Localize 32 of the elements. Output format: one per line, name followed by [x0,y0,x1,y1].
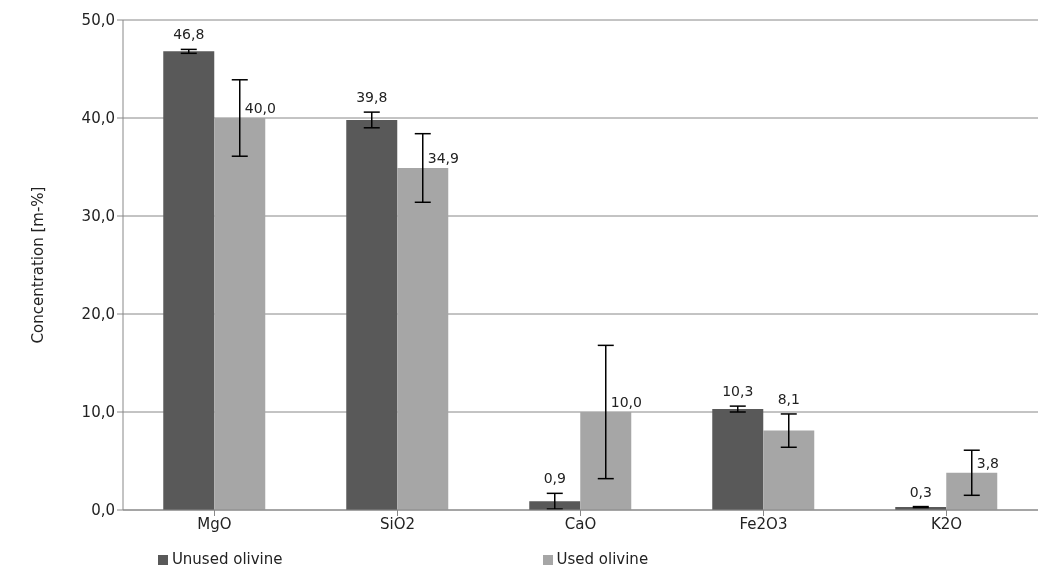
data-label: 8,1 [777,390,800,407]
bar [946,472,998,510]
x-tick-label: MgO [197,514,232,533]
y-tick-label: 20,0 [81,305,115,324]
data-label: 10,3 [722,383,754,400]
y-axis-title: Concentration [m-%] [29,186,48,344]
x-tick-label: K2O [930,514,963,533]
data-label: 34,9 [427,149,459,166]
y-tick-label: 0,0 [91,501,115,520]
y-tick-label: 10,0 [81,403,115,422]
data-label: 39,8 [356,89,388,106]
data-label: 40,0 [244,100,276,116]
y-tick-label: 40,0 [81,109,115,128]
bar [346,119,398,510]
y-tick-label: 30,0 [81,207,115,226]
bar [397,167,449,510]
bar [214,118,266,510]
data-label: 10,0 [610,394,642,410]
legend-label: Unused olivine [171,550,283,568]
bar [763,430,815,510]
x-tick-label: CaO [564,514,597,533]
data-label: 0,9 [543,470,566,487]
legend-label: Used olivine [556,550,649,568]
x-tick-label: SiO2 [379,514,416,533]
data-label: 0,3 [909,483,932,500]
x-tick-label: Fe2O3 [739,514,788,533]
data-label: 46,8 [173,26,205,43]
y-tick-label: 50,0 [81,11,115,30]
bar [580,412,632,510]
data-label: 3,8 [976,454,1000,471]
bar [163,51,215,510]
bar [712,409,764,510]
